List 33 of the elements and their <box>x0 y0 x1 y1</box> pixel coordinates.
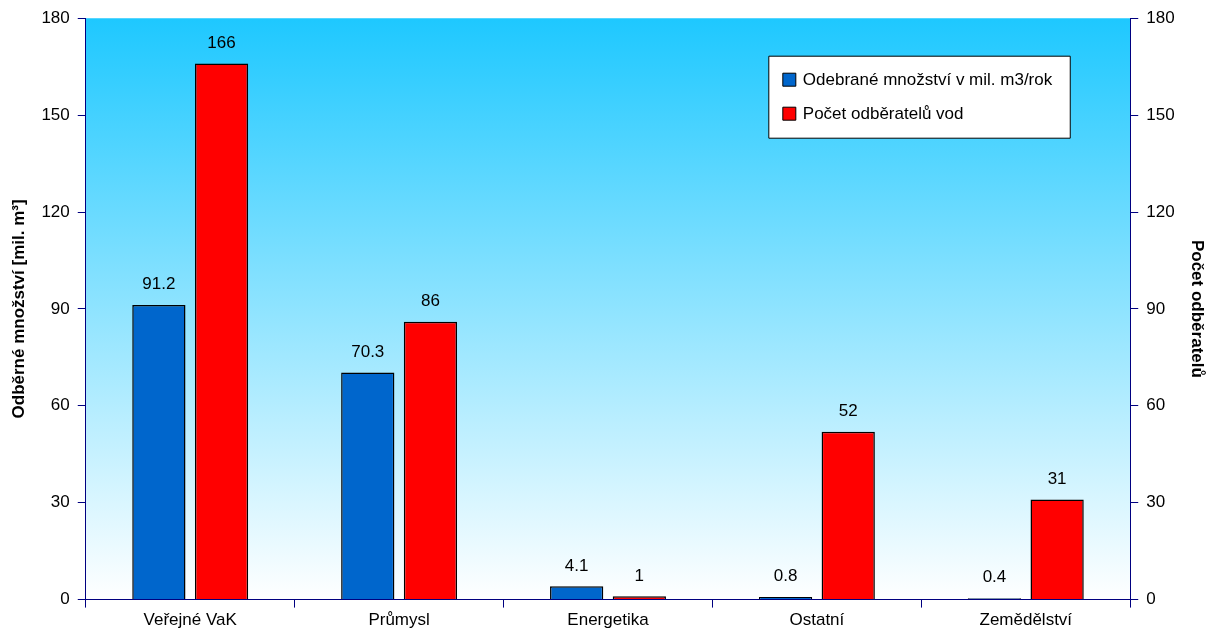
y2-tick-label: 30 <box>1146 492 1166 512</box>
y-tick-label: 90 <box>50 298 70 318</box>
data-label: 70.3 <box>351 341 385 361</box>
data-label: 1 <box>634 565 645 585</box>
legend-label: Počet odběratelů vod <box>802 103 964 123</box>
y2-tick-label: 90 <box>1146 298 1166 318</box>
x-tick-label: Ostatní <box>789 610 845 630</box>
y-tick-label: 180 <box>41 7 70 27</box>
y2-tick-label: 0 <box>1146 589 1156 609</box>
data-label: 0.8 <box>773 566 798 586</box>
data-label: 31 <box>1047 468 1067 488</box>
data-label: 91.2 <box>142 274 176 294</box>
x-tick-label: Energetika <box>567 610 650 630</box>
x-tick-label: Zemědělství <box>979 610 1073 630</box>
y-tick-label: 150 <box>41 104 70 124</box>
y-axis-title: Odběrné množství [mil. m³] <box>8 199 28 419</box>
y-tick-label: 120 <box>41 201 70 221</box>
y-tick-label: 60 <box>50 395 70 415</box>
data-label: 166 <box>207 32 236 52</box>
y2-tick-label: 180 <box>1146 7 1175 27</box>
y-tick-label: 0 <box>60 589 70 609</box>
data-label: 0.4 <box>982 567 1007 587</box>
data-label: 52 <box>838 400 858 420</box>
x-tick-label: Průmysl <box>368 610 430 630</box>
y2-tick-label: 60 <box>1146 395 1166 415</box>
data-label: 86 <box>420 291 440 311</box>
legend-label: Odebrané množství v mil. m3/rok <box>802 69 1053 89</box>
y2-tick-label: 150 <box>1146 104 1175 124</box>
x-tick-label: Veřejné VaK <box>143 610 238 630</box>
y-tick-label: 30 <box>50 492 70 512</box>
y2-axis-title: Počet odběratelů <box>1188 239 1208 378</box>
y2-tick-label: 120 <box>1146 201 1175 221</box>
data-label: 4.1 <box>564 555 589 575</box>
